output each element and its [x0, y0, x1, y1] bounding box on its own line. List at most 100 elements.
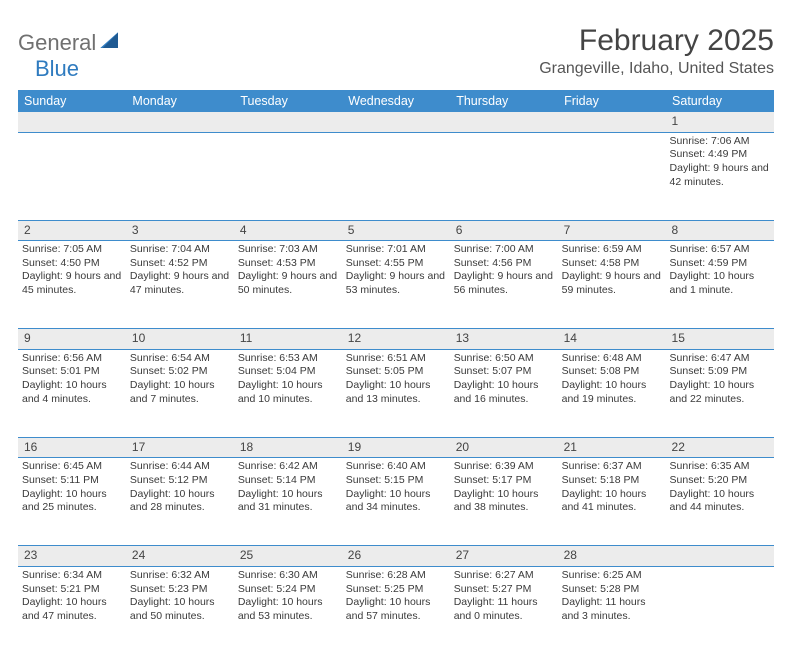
sunset-line: Sunset: 5:15 PM: [346, 474, 446, 488]
day-details: Sunrise: 6:54 AMSunset: 5:02 PMDaylight:…: [130, 352, 230, 407]
day-number-row: 2345678: [18, 220, 774, 241]
weekday-header: Thursday: [450, 90, 558, 112]
day-details: Sunrise: 6:30 AMSunset: 5:24 PMDaylight:…: [238, 569, 338, 624]
day-content-row: Sunrise: 6:34 AMSunset: 5:21 PMDaylight:…: [18, 566, 774, 654]
daylight-line: Daylight: 10 hours and 1 minute.: [670, 270, 770, 297]
day-details: Sunrise: 7:06 AMSunset: 4:49 PMDaylight:…: [670, 135, 770, 190]
sunrise-line: Sunrise: 6:25 AM: [562, 569, 662, 583]
day-details: Sunrise: 6:51 AMSunset: 5:05 PMDaylight:…: [346, 352, 446, 407]
daylight-line: Daylight: 10 hours and 47 minutes.: [22, 596, 122, 623]
daylight-line: Daylight: 10 hours and 38 minutes.: [454, 488, 554, 515]
day-details: Sunrise: 6:56 AMSunset: 5:01 PMDaylight:…: [22, 352, 122, 407]
daylight-line: Daylight: 9 hours and 59 minutes.: [562, 270, 662, 297]
day-details: Sunrise: 7:00 AMSunset: 4:56 PMDaylight:…: [454, 243, 554, 298]
day-number-cell: 8: [666, 220, 774, 241]
daylight-line: Daylight: 10 hours and 44 minutes.: [670, 488, 770, 515]
day-details: Sunrise: 6:47 AMSunset: 5:09 PMDaylight:…: [670, 352, 770, 407]
day-cell: Sunrise: 6:37 AMSunset: 5:18 PMDaylight:…: [558, 458, 666, 546]
day-cell: Sunrise: 6:59 AMSunset: 4:58 PMDaylight:…: [558, 241, 666, 329]
day-number-cell: 11: [234, 329, 342, 350]
day-number-cell: 7: [558, 220, 666, 241]
day-cell: Sunrise: 6:44 AMSunset: 5:12 PMDaylight:…: [126, 458, 234, 546]
day-cell: Sunrise: 6:30 AMSunset: 5:24 PMDaylight:…: [234, 566, 342, 654]
sunset-line: Sunset: 5:21 PM: [22, 583, 122, 597]
day-details: Sunrise: 7:01 AMSunset: 4:55 PMDaylight:…: [346, 243, 446, 298]
sunrise-line: Sunrise: 6:39 AM: [454, 460, 554, 474]
day-number-cell: 12: [342, 329, 450, 350]
day-number-cell: [126, 112, 234, 132]
day-details: Sunrise: 6:37 AMSunset: 5:18 PMDaylight:…: [562, 460, 662, 515]
day-cell: Sunrise: 6:27 AMSunset: 5:27 PMDaylight:…: [450, 566, 558, 654]
daylight-line: Daylight: 10 hours and 22 minutes.: [670, 379, 770, 406]
sunset-line: Sunset: 4:50 PM: [22, 257, 122, 271]
logo-text-blue: Blue: [35, 56, 79, 82]
daylight-line: Daylight: 10 hours and 31 minutes.: [238, 488, 338, 515]
weekday-header-row: SundayMondayTuesdayWednesdayThursdayFrid…: [18, 90, 774, 112]
sunrise-line: Sunrise: 6:50 AM: [454, 352, 554, 366]
day-cell: [558, 132, 666, 220]
day-number-cell: 15: [666, 329, 774, 350]
day-number-cell: 18: [234, 437, 342, 458]
day-details: Sunrise: 6:32 AMSunset: 5:23 PMDaylight:…: [130, 569, 230, 624]
day-number-cell: 4: [234, 220, 342, 241]
daylight-line: Daylight: 9 hours and 56 minutes.: [454, 270, 554, 297]
day-number-cell: [666, 546, 774, 567]
sunrise-line: Sunrise: 6:44 AM: [130, 460, 230, 474]
sunrise-line: Sunrise: 7:04 AM: [130, 243, 230, 257]
daylight-line: Daylight: 10 hours and 10 minutes.: [238, 379, 338, 406]
daylight-line: Daylight: 10 hours and 7 minutes.: [130, 379, 230, 406]
sunrise-line: Sunrise: 6:54 AM: [130, 352, 230, 366]
day-details: Sunrise: 6:48 AMSunset: 5:08 PMDaylight:…: [562, 352, 662, 407]
sunrise-line: Sunrise: 6:30 AM: [238, 569, 338, 583]
day-number-cell: 3: [126, 220, 234, 241]
daylight-line: Daylight: 9 hours and 45 minutes.: [22, 270, 122, 297]
day-number-cell: [450, 112, 558, 132]
day-cell: Sunrise: 7:04 AMSunset: 4:52 PMDaylight:…: [126, 241, 234, 329]
sunset-line: Sunset: 5:24 PM: [238, 583, 338, 597]
day-number-cell: [234, 112, 342, 132]
sunrise-line: Sunrise: 6:59 AM: [562, 243, 662, 257]
daylight-line: Daylight: 10 hours and 34 minutes.: [346, 488, 446, 515]
sunset-line: Sunset: 5:08 PM: [562, 365, 662, 379]
day-cell: Sunrise: 6:35 AMSunset: 5:20 PMDaylight:…: [666, 458, 774, 546]
day-cell: Sunrise: 6:50 AMSunset: 5:07 PMDaylight:…: [450, 349, 558, 437]
day-details: Sunrise: 6:40 AMSunset: 5:15 PMDaylight:…: [346, 460, 446, 515]
sunset-line: Sunset: 5:05 PM: [346, 365, 446, 379]
page-title: February 2025: [539, 24, 774, 58]
day-number-cell: 25: [234, 546, 342, 567]
sunset-line: Sunset: 5:04 PM: [238, 365, 338, 379]
logo-text-general: General: [18, 30, 96, 56]
sunrise-line: Sunrise: 7:01 AM: [346, 243, 446, 257]
weekday-header: Saturday: [666, 90, 774, 112]
day-content-row: Sunrise: 7:05 AMSunset: 4:50 PMDaylight:…: [18, 241, 774, 329]
sunset-line: Sunset: 5:20 PM: [670, 474, 770, 488]
day-number-cell: 19: [342, 437, 450, 458]
sunset-line: Sunset: 4:52 PM: [130, 257, 230, 271]
sunset-line: Sunset: 4:59 PM: [670, 257, 770, 271]
sunrise-line: Sunrise: 6:51 AM: [346, 352, 446, 366]
daylight-line: Daylight: 9 hours and 42 minutes.: [670, 162, 770, 189]
sunset-line: Sunset: 5:17 PM: [454, 474, 554, 488]
day-cell: Sunrise: 6:53 AMSunset: 5:04 PMDaylight:…: [234, 349, 342, 437]
sunrise-line: Sunrise: 7:05 AM: [22, 243, 122, 257]
day-cell: Sunrise: 6:28 AMSunset: 5:25 PMDaylight:…: [342, 566, 450, 654]
day-number-cell: 5: [342, 220, 450, 241]
day-details: Sunrise: 6:39 AMSunset: 5:17 PMDaylight:…: [454, 460, 554, 515]
day-cell: Sunrise: 7:05 AMSunset: 4:50 PMDaylight:…: [18, 241, 126, 329]
day-details: Sunrise: 7:05 AMSunset: 4:50 PMDaylight:…: [22, 243, 122, 298]
day-cell: Sunrise: 6:57 AMSunset: 4:59 PMDaylight:…: [666, 241, 774, 329]
day-cell: Sunrise: 6:45 AMSunset: 5:11 PMDaylight:…: [18, 458, 126, 546]
day-cell: [126, 132, 234, 220]
sunset-line: Sunset: 5:25 PM: [346, 583, 446, 597]
weekday-header: Tuesday: [234, 90, 342, 112]
day-cell: Sunrise: 6:47 AMSunset: 5:09 PMDaylight:…: [666, 349, 774, 437]
day-number-cell: 1: [666, 112, 774, 132]
sunrise-line: Sunrise: 6:42 AM: [238, 460, 338, 474]
day-cell: Sunrise: 7:06 AMSunset: 4:49 PMDaylight:…: [666, 132, 774, 220]
day-number-cell: 17: [126, 437, 234, 458]
day-cell: Sunrise: 7:03 AMSunset: 4:53 PMDaylight:…: [234, 241, 342, 329]
day-details: Sunrise: 6:25 AMSunset: 5:28 PMDaylight:…: [562, 569, 662, 624]
day-number-cell: 13: [450, 329, 558, 350]
day-cell: Sunrise: 6:39 AMSunset: 5:17 PMDaylight:…: [450, 458, 558, 546]
day-number-cell: [342, 112, 450, 132]
